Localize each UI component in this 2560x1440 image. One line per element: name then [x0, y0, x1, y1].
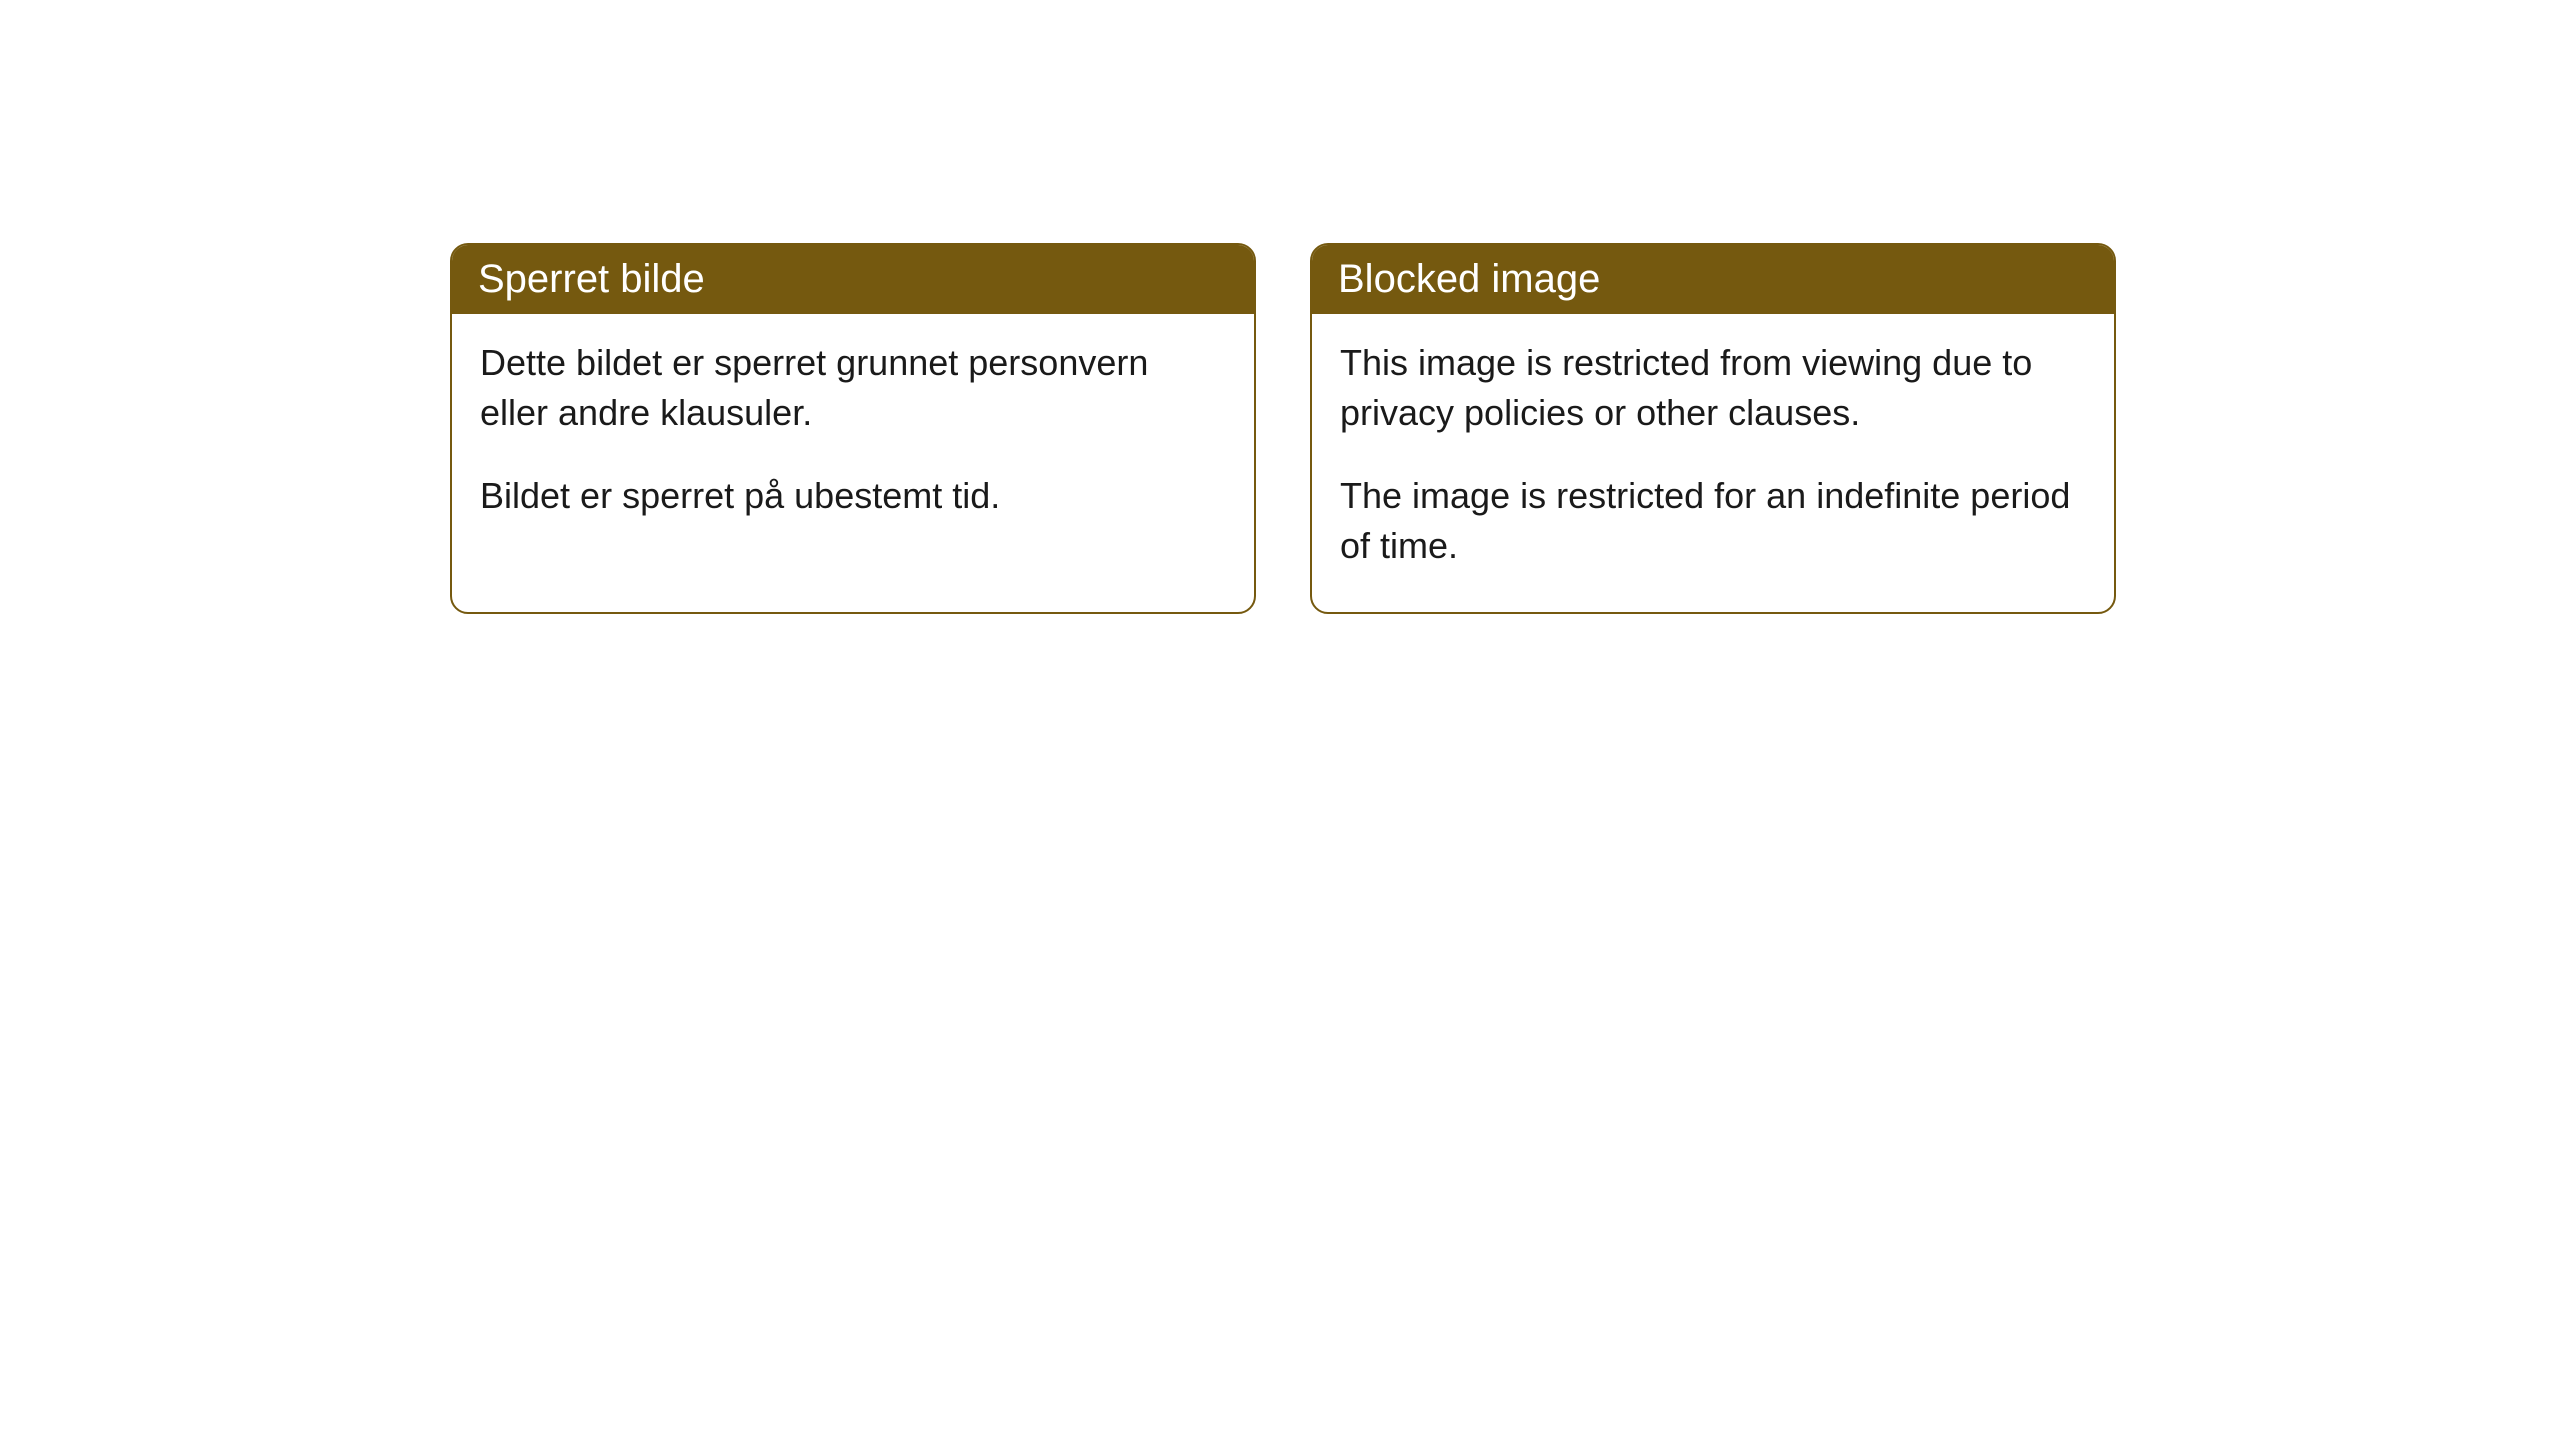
notice-card-norwegian: Sperret bilde Dette bildet er sperret gr… — [450, 243, 1256, 614]
notice-paragraph-2-english: The image is restricted for an indefinit… — [1340, 471, 2086, 572]
notice-title-english: Blocked image — [1312, 245, 2114, 314]
notice-body-norwegian: Dette bildet er sperret grunnet personve… — [452, 314, 1254, 561]
notice-paragraph-2-norwegian: Bildet er sperret på ubestemt tid. — [480, 471, 1226, 521]
notice-paragraph-1-norwegian: Dette bildet er sperret grunnet personve… — [480, 338, 1226, 439]
notice-body-english: This image is restricted from viewing du… — [1312, 314, 2114, 612]
notice-paragraph-1-english: This image is restricted from viewing du… — [1340, 338, 2086, 439]
notice-card-english: Blocked image This image is restricted f… — [1310, 243, 2116, 614]
notice-cards-container: Sperret bilde Dette bildet er sperret gr… — [450, 243, 2116, 614]
notice-title-norwegian: Sperret bilde — [452, 245, 1254, 314]
